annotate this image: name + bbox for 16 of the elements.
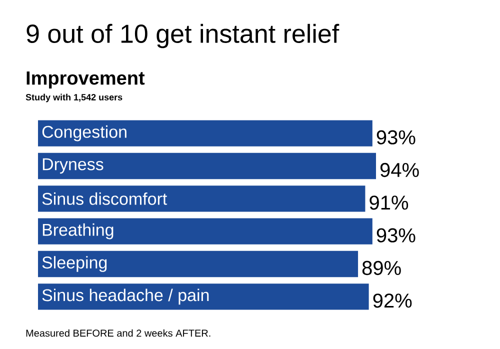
data-label: 89% (362, 260, 401, 276)
y-tick-label: Breathing (42, 223, 114, 240)
y-tick-label: Dryness (42, 158, 104, 174)
data-label: 93% (376, 130, 416, 144)
data-label: 91% (370, 196, 408, 210)
text: Measured BEFORE and 2 weeks AFTER. (26, 329, 210, 337)
y-tick-label: Sleeping (42, 256, 107, 272)
data-label: 92% (373, 294, 412, 308)
chart-subtitle: Improvement (26, 72, 145, 88)
data-label: 93% (376, 228, 416, 242)
y-tick-label: Sinus discomfort (42, 192, 168, 205)
text: Study with 1,542 users (26, 94, 122, 102)
y-tick-label: Congestion (42, 125, 126, 142)
data-label: 94% (380, 162, 419, 178)
y-tick-label: Sinus headache / pain (42, 288, 209, 305)
chart-title: 9 out of 10 get instant relief (26, 24, 340, 48)
